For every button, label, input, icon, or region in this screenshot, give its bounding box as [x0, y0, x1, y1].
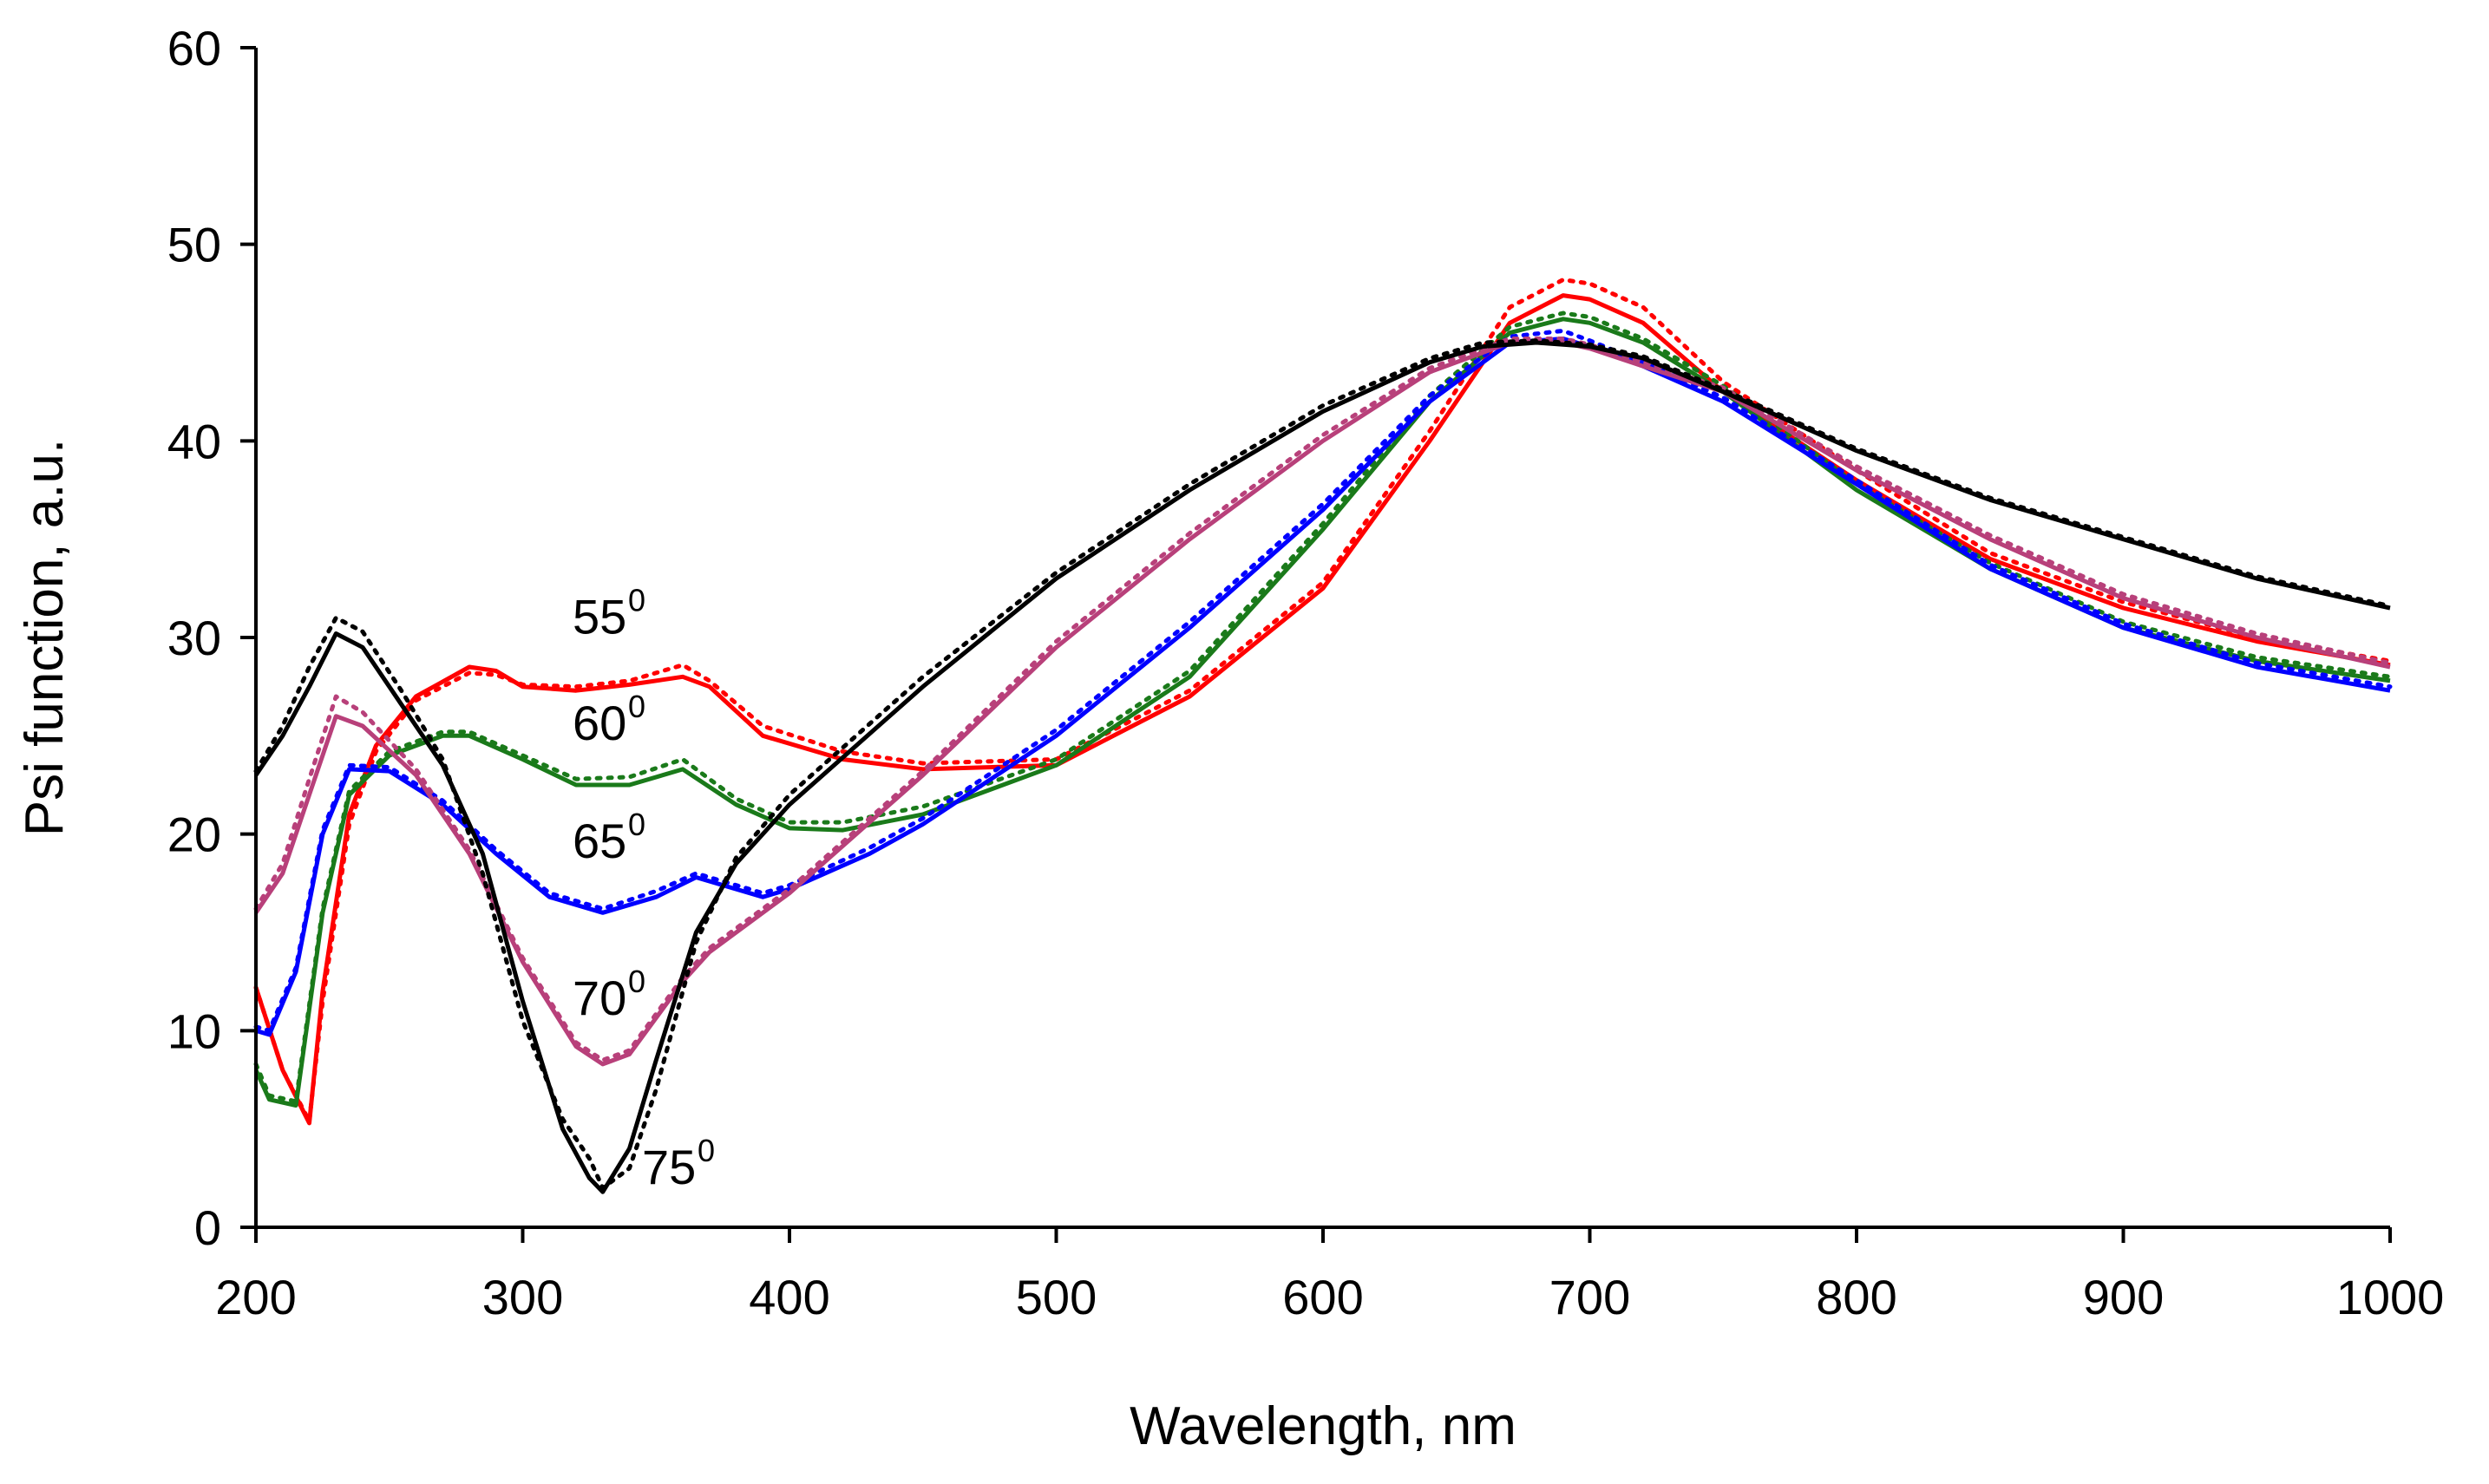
series-75-model-line [253, 338, 2393, 1191]
x-tick-label: 400 [749, 1270, 829, 1324]
angle-label-degree: 0 [628, 689, 645, 724]
x-tick-label: 700 [1549, 1270, 1630, 1324]
series-60-measured-line [253, 317, 2391, 1108]
y-tick-label: 60 [167, 21, 221, 75]
angle-labels: 55 060 065 070 075 0 [573, 582, 715, 1194]
y-tick-label: 50 [167, 218, 221, 272]
y-tick-label: 40 [167, 414, 221, 468]
angle-label-degree: 0 [628, 964, 645, 999]
series-65-model-line [253, 328, 2393, 1033]
y-tick-label: 0 [194, 1200, 221, 1255]
x-axis-title: Wavelength, nm [1130, 1396, 1516, 1456]
angle-label-60: 60 [573, 696, 626, 750]
angle-label-55: 55 [573, 589, 626, 644]
x-tick-label: 600 [1282, 1270, 1363, 1324]
x-tick-label: 900 [2083, 1270, 2164, 1324]
angle-label-65: 65 [573, 814, 626, 868]
y-tick-label: 20 [167, 807, 221, 862]
series-70-measured-line [253, 340, 2391, 1067]
series-group [253, 278, 2393, 1194]
y-axis-title: Psi function, a.u. [15, 439, 75, 836]
ticks: 200 300 400 500 600 700 800 900 1000010203040506… [167, 21, 2445, 1324]
x-tick-label: 800 [1816, 1270, 1896, 1324]
angle-label-70: 70 [573, 971, 626, 1025]
series-75-measured-line [253, 340, 2391, 1194]
angle-label-degree: 0 [698, 1133, 715, 1168]
series-70-model-line [253, 337, 2393, 1062]
x-tick-label: 300 [482, 1270, 563, 1324]
y-tick-label: 30 [167, 611, 221, 665]
x-tick-label: 500 [1016, 1270, 1097, 1324]
angle-label-degree: 0 [628, 807, 645, 842]
x-tick-label: 200 [215, 1270, 296, 1324]
y-tick-label: 10 [167, 1003, 221, 1058]
series-65-measured-line [255, 337, 2391, 1037]
angle-label-75: 75 [642, 1140, 696, 1194]
angle-label-degree: 0 [628, 582, 645, 618]
x-tick-label: 1000 [2336, 1270, 2445, 1324]
